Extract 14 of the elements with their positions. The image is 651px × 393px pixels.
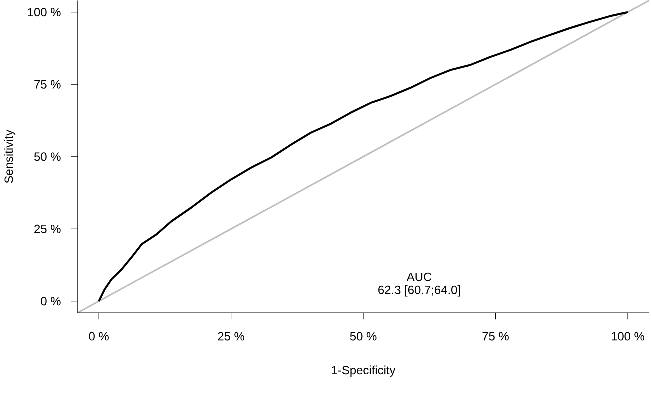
y-tick-label: 50 % <box>34 152 61 162</box>
x-axis-title: 1-Specificity <box>332 366 396 377</box>
x-tick-label: 75 % <box>482 332 509 341</box>
x-tick-label: 100 % <box>612 332 644 341</box>
y-tick-label: 0 % <box>41 297 61 306</box>
x-tick-label: 25 % <box>218 332 244 341</box>
y-tick-label: 25 % <box>34 224 61 234</box>
y-tick-label: 100 % <box>28 8 61 17</box>
x-tick-label: 0 % <box>89 332 109 341</box>
x-tick-label: 50 % <box>350 332 377 341</box>
annotation: 62.3 [60.7;64.0] <box>378 286 460 297</box>
y-tick-label: 75 % <box>34 80 61 89</box>
y-axis-title: Sensitivity <box>4 130 16 184</box>
annotation: AUC <box>406 272 432 282</box>
